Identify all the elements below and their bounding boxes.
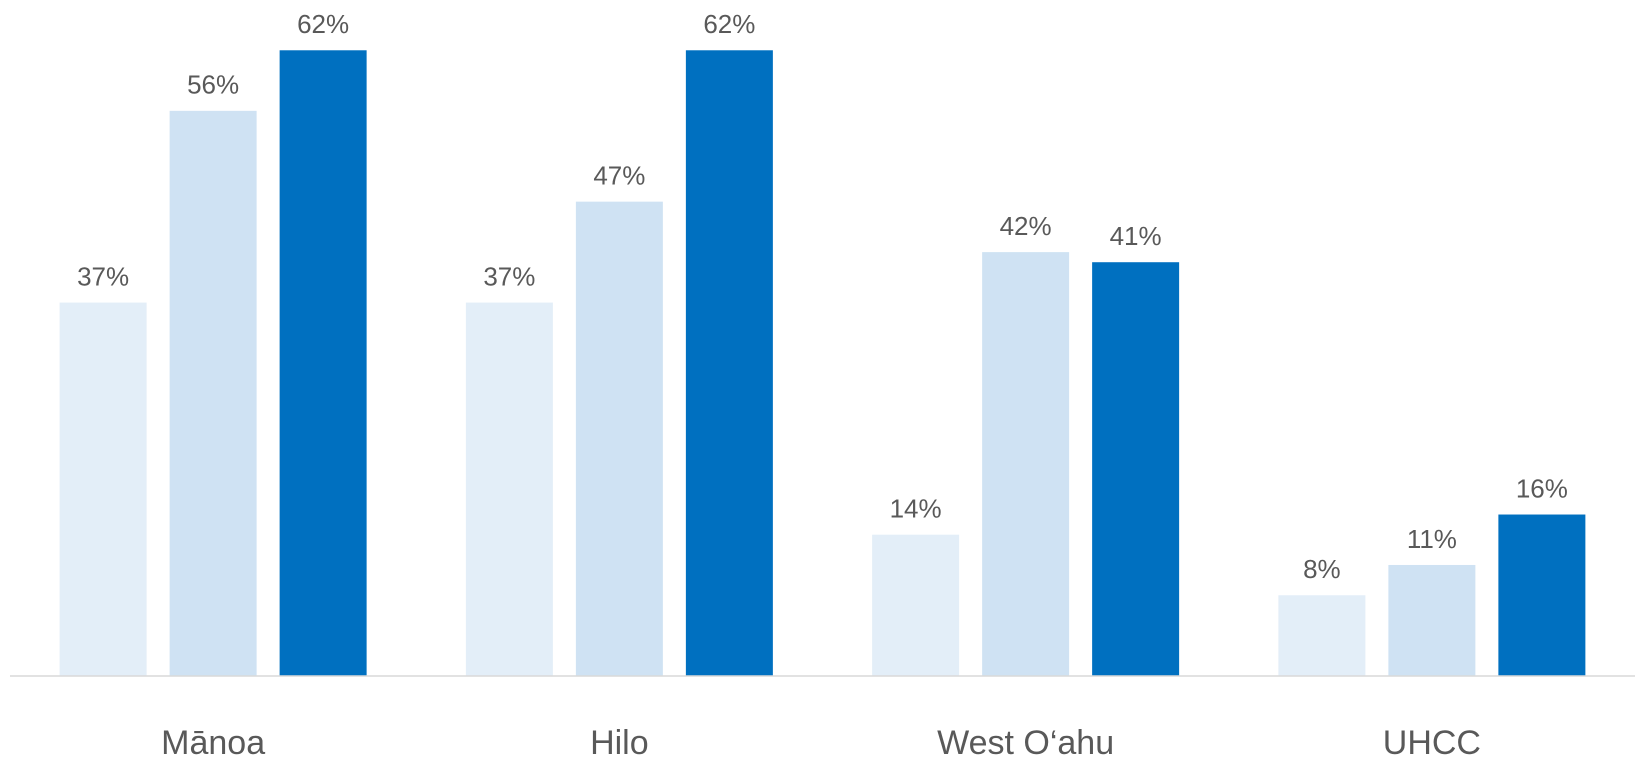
x-tick-label: West O‘ahu <box>937 724 1114 762</box>
bar <box>872 534 960 676</box>
value-label: 41% <box>1110 221 1162 251</box>
bar <box>59 302 147 676</box>
value-label: 42% <box>1000 211 1052 241</box>
value-label: 37% <box>483 261 535 291</box>
value-label: 11% <box>1407 524 1457 554</box>
value-label: 62% <box>297 9 349 39</box>
bar <box>169 110 257 677</box>
bar <box>1092 262 1180 676</box>
bar <box>279 50 367 677</box>
x-tick-label: UHCC <box>1383 724 1481 762</box>
bar <box>1498 514 1586 676</box>
bar <box>1278 595 1366 676</box>
value-label: 47% <box>593 161 645 191</box>
x-tick-label: Hilo <box>590 724 649 762</box>
value-label: 56% <box>187 70 239 100</box>
bar <box>982 252 1070 676</box>
value-label: 16% <box>1516 473 1568 503</box>
bar <box>465 302 553 676</box>
value-label: 37% <box>77 261 129 291</box>
bar <box>685 50 773 677</box>
value-label: 8% <box>1303 554 1341 584</box>
value-label: 62% <box>703 9 755 39</box>
value-label: 14% <box>890 494 942 524</box>
bar <box>575 201 663 676</box>
x-tick-label: Mānoa <box>161 724 265 762</box>
bar <box>1388 564 1476 676</box>
